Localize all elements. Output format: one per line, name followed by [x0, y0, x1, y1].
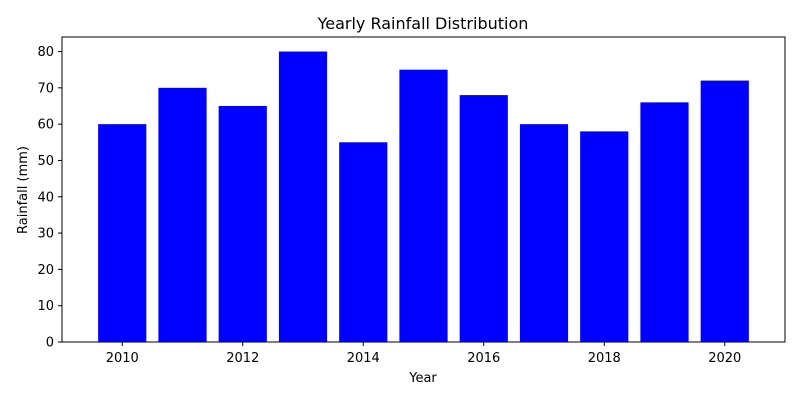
y-tick-label-30: 30: [37, 227, 54, 242]
y-tick-label-0: 0: [46, 336, 54, 351]
bar-2020: [700, 80, 749, 343]
x-tick-label-2012: 2012: [226, 351, 259, 366]
x-tick-label-2014: 2014: [347, 351, 380, 366]
bar-2016: [459, 95, 508, 342]
bar-2011: [158, 87, 207, 342]
bar-2018: [580, 131, 629, 342]
x-axis-label: Year: [408, 371, 437, 386]
y-tick-label-80: 80: [37, 45, 54, 60]
y-axis-ticks: 0 10 20 30 40 50 60 70 80: [37, 45, 62, 351]
x-tick-label-2010: 2010: [106, 351, 139, 366]
x-tick-label-2018: 2018: [588, 351, 621, 366]
bar-2015: [399, 69, 448, 342]
bar-2012: [218, 105, 267, 342]
bars-group: [98, 51, 749, 343]
bar-2010: [98, 124, 147, 343]
y-axis-label: Rainfall (mm): [16, 146, 31, 234]
plot-frame: [61, 36, 786, 343]
bar-2019: [640, 102, 689, 342]
y-tick-label-10: 10: [37, 299, 54, 314]
bar-2013: [278, 51, 328, 343]
y-tick-label-50: 50: [37, 154, 54, 169]
y-tick-label-60: 60: [37, 118, 54, 133]
bar-2017: [519, 124, 569, 343]
x-tick-label-2020: 2020: [708, 351, 741, 366]
y-tick-label-70: 70: [37, 81, 54, 96]
chart-title: Yearly Rainfall Distribution: [317, 14, 529, 33]
y-tick-label-40: 40: [37, 190, 54, 205]
x-tick-label-2016: 2016: [467, 351, 500, 366]
bar-2014: [339, 142, 388, 342]
y-tick-label-20: 20: [37, 263, 54, 278]
x-axis-ticks: 2010 2012 2014 2016 2018 2020: [106, 342, 741, 366]
